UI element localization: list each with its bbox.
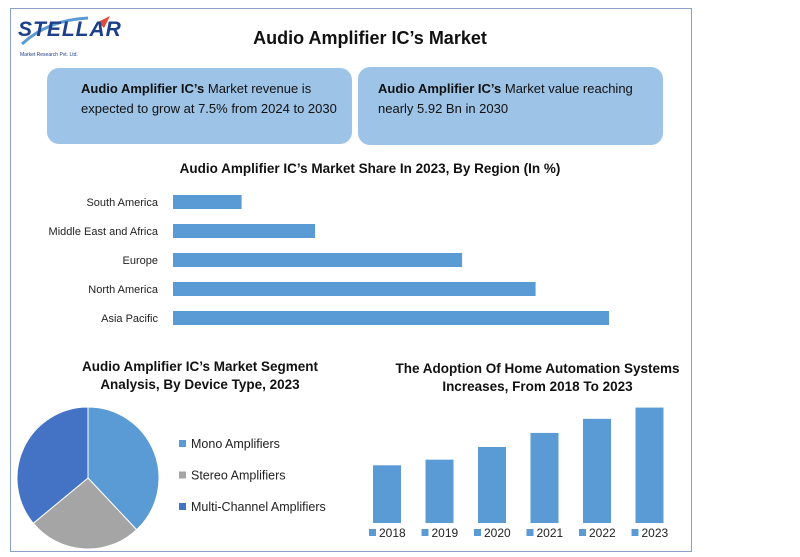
region-label: Europe (123, 255, 158, 267)
region-bar (173, 282, 536, 296)
adoption-legend-swatch (526, 529, 534, 536)
adoption-legend-swatch (631, 529, 639, 536)
pie-legend-label: Multi-Channel Amplifiers (191, 500, 326, 514)
region-bar (173, 311, 610, 325)
adoption-legend-swatch (421, 529, 429, 536)
pie-slice (32, 477, 138, 550)
adoption-bar (530, 432, 559, 523)
adoption-legend-swatch (369, 529, 376, 536)
adoption-legend-swatch (474, 529, 481, 536)
pie-legend-label: Mono Amplifiers (191, 437, 280, 451)
region-label: North America (88, 284, 159, 296)
region-bar (173, 224, 316, 238)
segment-chart-title: Audio Amplifier IC’s Market Segment Anal… (81, 359, 319, 392)
page-title: Audio Amplifier IC’s Market (253, 28, 487, 48)
adoption-legend-label: 2020 (484, 526, 511, 540)
adoption-bar (635, 407, 664, 523)
adoption-bar (373, 465, 401, 523)
adoption-bar (583, 418, 611, 523)
logo-name: STELLAR (18, 18, 122, 41)
pie-legend-swatch (179, 440, 186, 447)
adoption-legend-label: 2018 (379, 526, 406, 540)
pie-legend-swatch (179, 503, 186, 510)
adoption-legend-label: 2023 (642, 526, 669, 540)
infographic-frame (10, 8, 692, 552)
adoption-legend-swatch (579, 529, 586, 536)
pie-slice (87, 406, 160, 531)
box2-text: Market value reaching nearly 5.92 Bn in … (378, 81, 633, 116)
box1-bold: Audio Amplifier IC’s (81, 81, 205, 96)
adoption-legend-label: 2022 (589, 526, 616, 540)
market-value-box: Audio Amplifier IC’s Market value reachi… (358, 67, 663, 145)
box2-bold: Audio Amplifier IC’s (378, 81, 502, 96)
pie-legend-label: Stereo Amplifiers (191, 469, 285, 483)
adoption-bar (478, 446, 506, 523)
box1-text: Market revenue is expected to grow at 7.… (81, 81, 337, 116)
revenue-growth-box: Audio Amplifier IC’s Market revenue is e… (47, 68, 352, 144)
region-label: Middle East and Africa (49, 226, 159, 238)
region-label: Asia Pacific (101, 313, 158, 325)
adoption-bar (425, 459, 454, 523)
pie-legend-swatch (179, 471, 186, 479)
pie-slice (16, 406, 89, 524)
region-bar (173, 195, 242, 209)
adoption-legend-label: 2021 (537, 526, 564, 540)
region-bar (173, 253, 463, 267)
region-chart-title: Audio Amplifier IC’s Market Share In 202… (179, 161, 561, 176)
stellar-logo (20, 16, 110, 46)
logo-subtitle: Market Research Pvt. Ltd. (20, 52, 78, 58)
region-label: South America (86, 197, 158, 209)
adoption-chart-title: The Adoption Of Home Automation Systems … (395, 361, 680, 394)
adoption-legend-label: 2019 (432, 526, 459, 540)
